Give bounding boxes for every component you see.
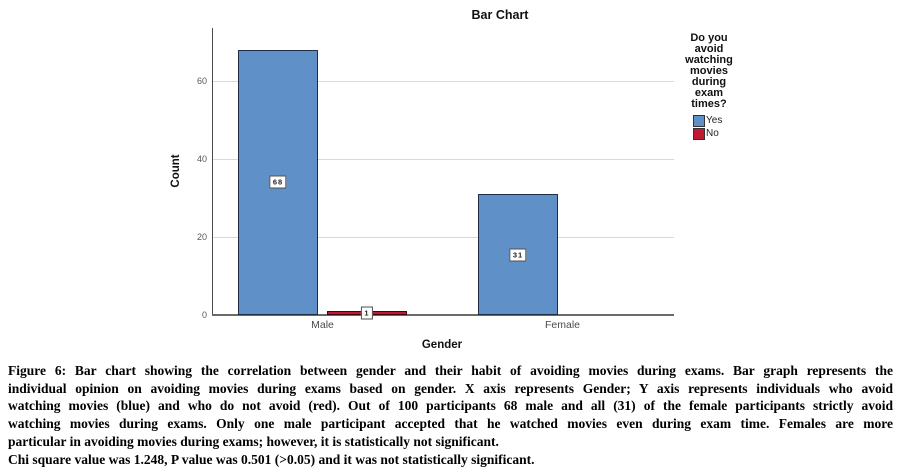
legend-item-no: No bbox=[693, 127, 754, 140]
y-tick-label: 60 bbox=[196, 75, 207, 86]
legend-title-line: Do you bbox=[690, 32, 728, 44]
legend-item-label: No bbox=[706, 128, 719, 139]
bar-value-female-yes: 31 bbox=[509, 248, 527, 262]
legend-title-line: during bbox=[691, 76, 727, 88]
legend-swatch-yes bbox=[693, 114, 705, 127]
x-tick-label-male: Male bbox=[311, 319, 334, 331]
y-tick-label: 20 bbox=[196, 231, 207, 242]
bar-value-male-yes: 68 bbox=[269, 175, 287, 189]
legend-title-line: exam bbox=[694, 87, 724, 99]
caption-line: Figure 6: Bar chart showing the correlat… bbox=[8, 363, 893, 378]
x-axis-title: Gender bbox=[421, 339, 463, 351]
legend-swatch-no bbox=[693, 127, 705, 140]
y-tick-label: 40 bbox=[196, 153, 207, 164]
bar-male-yes bbox=[238, 49, 318, 315]
x-axis-line bbox=[211, 314, 674, 316]
legend-item-label: Yes bbox=[706, 115, 723, 126]
caption-line: Chi square value was 1.248, P value was … bbox=[8, 451, 535, 467]
plot-area: 0 20 40 60 68 1 Male 31 Female bbox=[197, 28, 674, 331]
x-tick-label-female: Female bbox=[544, 319, 580, 331]
legend-title-line: watching bbox=[685, 54, 733, 66]
caption-line: watching movies during exams. Only one m… bbox=[8, 416, 893, 432]
bar-value-male-no: 1 bbox=[360, 306, 374, 320]
caption-line: individual opinion on avoiding movies du… bbox=[8, 380, 893, 396]
caption-line: particular in avoiding movies during exa… bbox=[8, 433, 499, 449]
gridline bbox=[213, 236, 674, 238]
legend-title-line: avoid bbox=[694, 43, 724, 55]
gridline bbox=[213, 80, 674, 82]
legend-title-line: times? bbox=[691, 98, 727, 110]
legend-items: Yes No bbox=[664, 114, 754, 140]
y-tick-label: 0 bbox=[201, 309, 207, 320]
gridline bbox=[213, 158, 674, 160]
legend: Do you avoid watching movies during exam times… bbox=[664, 33, 754, 140]
chart-title: Bar Chart bbox=[471, 8, 529, 22]
caption-line: watching movies (blue) and who do not av… bbox=[8, 398, 893, 414]
figure-caption: Figure 6: Bar chart showing the correlat… bbox=[8, 362, 893, 468]
legend-item-yes: Yes bbox=[693, 114, 754, 127]
legend-title-line: movies bbox=[690, 65, 728, 77]
